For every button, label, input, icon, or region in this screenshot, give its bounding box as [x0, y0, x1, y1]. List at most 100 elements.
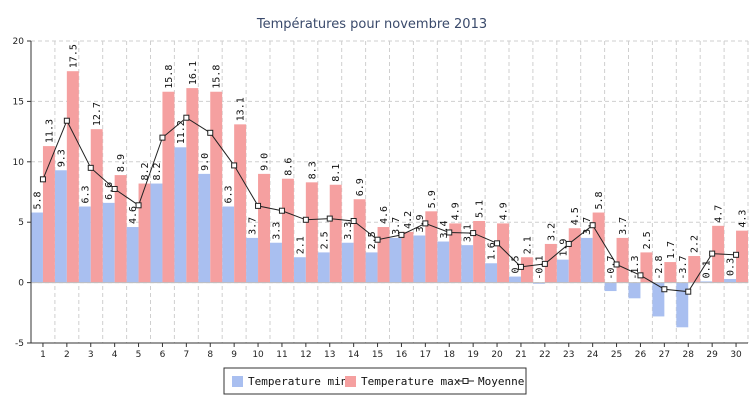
x-tick-label: 24 [587, 350, 599, 360]
x-tick-label: 10 [252, 350, 264, 360]
bar-max-day-14 [353, 199, 366, 283]
bar-max-day-11 [281, 178, 294, 283]
label-max-day-11: 8.6 [283, 158, 294, 176]
label-max-day-8: 15.8 [212, 65, 223, 89]
bar-max-day-15 [377, 227, 390, 283]
average-point-day-11 [278, 207, 285, 214]
bar-min-day-4 [102, 202, 115, 283]
bar-min-day-28 [676, 282, 689, 328]
bar-min-day-9 [222, 206, 235, 283]
y-tick-label: 10 [13, 158, 25, 168]
bar-min-day-30 [724, 278, 737, 283]
label-max-day-5: 8.2 [140, 162, 151, 180]
y-tick-label: -5 [15, 339, 24, 349]
bar-max-day-8 [210, 91, 223, 283]
label-min-day-16: 3.7 [391, 217, 402, 235]
label-max-day-4: 8.9 [116, 154, 127, 172]
x-tick-label: 2 [64, 350, 70, 360]
label-max-day-13: 8.1 [331, 164, 342, 182]
average-point-day-16 [398, 231, 405, 238]
bar-min-day-13 [317, 252, 330, 283]
bar-min-day-19 [461, 245, 474, 283]
y-tick-label: 5 [18, 218, 24, 228]
average-point-day-4 [111, 185, 118, 192]
average-point-day-5 [135, 202, 142, 209]
x-tick-label: 19 [467, 350, 479, 360]
bar-max-day-7 [186, 88, 199, 283]
bar-min-day-14 [341, 242, 354, 283]
x-tick-label: 8 [207, 350, 213, 360]
bar-min-day-23 [556, 259, 569, 283]
bar-min-day-18 [437, 241, 450, 283]
bar-min-day-12 [293, 257, 306, 283]
bar-min-day-17 [413, 235, 426, 283]
data-labels: 5.8 11.39.3 17.5 6.3 12.7 6.68.9 4.6 8.2 8.2 15.8… [32, 44, 748, 279]
average-point-day-23 [565, 240, 572, 247]
label-min-day-22: -0.1 [534, 256, 545, 280]
average-point-day-3 [87, 164, 94, 171]
label-max-day-21: 2.1 [522, 236, 533, 254]
x-tick-label: 23 [563, 350, 574, 360]
label-min-day-23: 1.9 [558, 239, 569, 257]
label-min-day-6: 8.2 [152, 162, 163, 180]
x-tick-label: 13 [324, 350, 335, 360]
label-max-day-1: 11.3 [44, 119, 55, 143]
average-point-day-22 [541, 260, 548, 267]
legend-max-swatch [345, 376, 356, 387]
x-tick-label: 25 [611, 350, 622, 360]
label-max-day-15: 4.6 [379, 206, 390, 224]
label-min-day-28: -3.7 [678, 256, 689, 280]
average-point-day-13 [326, 215, 333, 222]
bar-max-day-12 [305, 182, 318, 283]
legend: Temperature min Temperature max Moyenne [223, 367, 527, 395]
average-point-day-6 [159, 134, 166, 141]
bar-max-day-1 [42, 146, 55, 283]
average-point-day-9 [231, 162, 238, 169]
bar-min-day-3 [78, 206, 91, 283]
label-min-day-3: 6.3 [80, 185, 91, 203]
average-point-day-26 [637, 272, 644, 279]
label-max-day-7: 16.1 [188, 61, 199, 85]
y-tick-label: 0 [18, 279, 24, 289]
average-line-path [42, 117, 737, 293]
y-tick-label: 20 [13, 37, 25, 47]
label-min-day-24: 3.7 [582, 217, 593, 235]
bar-min-day-11 [270, 242, 282, 283]
x-tick-label: 29 [706, 350, 718, 360]
max-bars [42, 71, 748, 283]
average-point-day-12 [302, 216, 309, 223]
bar-min-day-25 [604, 282, 617, 292]
x-tick-label: 22 [539, 350, 550, 360]
bar-min-day-15 [365, 252, 378, 283]
average-point-day-21 [517, 263, 524, 270]
label-min-day-8: 9.0 [200, 153, 211, 171]
label-min-day-29: 0.1 [702, 260, 713, 278]
x-tick-label: 28 [683, 350, 695, 360]
bar-min-day-7 [174, 147, 187, 283]
legend-box [223, 367, 527, 395]
bar-min-day-20 [485, 263, 498, 283]
bar-min-day-1 [31, 212, 43, 283]
bar-min-day-29 [700, 281, 713, 283]
label-min-day-14: 3.3 [343, 222, 354, 240]
average-line [39, 114, 740, 295]
label-min-day-5: 4.6 [128, 206, 139, 224]
bar-max-day-4 [114, 175, 127, 283]
average-point-day-18 [446, 229, 453, 236]
bar-max-day-6 [162, 91, 175, 283]
bar-max-day-19 [473, 220, 486, 283]
bar-max-day-18 [449, 223, 462, 283]
label-min-day-4: 6.6 [104, 182, 115, 200]
label-max-day-10: 9.0 [260, 153, 271, 171]
bar-max-day-2 [66, 71, 79, 283]
x-tick-label: 12 [300, 350, 311, 360]
label-max-day-2: 17.5 [68, 44, 79, 68]
label-max-day-28: 2.2 [690, 235, 701, 253]
x-tick-label: 26 [635, 350, 647, 360]
average-point-day-29 [709, 250, 716, 257]
legend-line-label: Moyenne [478, 375, 524, 388]
bar-max-day-20 [497, 223, 509, 283]
average-point-day-28 [685, 288, 692, 295]
bar-min-day-21 [509, 276, 521, 283]
label-max-day-22: 3.2 [546, 223, 557, 241]
